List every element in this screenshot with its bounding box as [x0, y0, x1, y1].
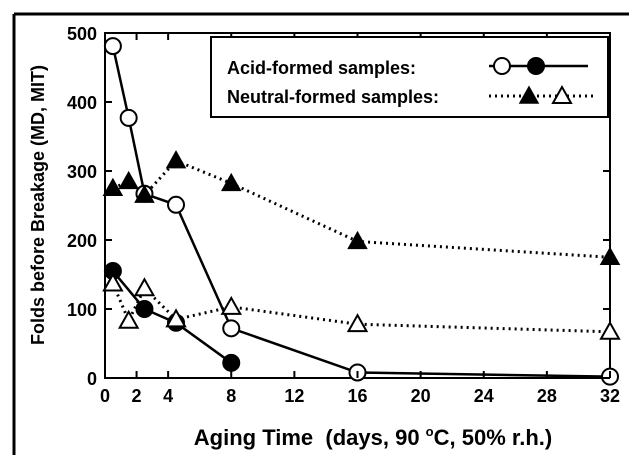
y-tick-label: 400	[67, 93, 97, 113]
x-axis-label-tail: C, 50% r.h.)	[434, 425, 553, 450]
y-tick-label: 100	[67, 300, 97, 320]
data-point-filled-triangle	[118, 170, 139, 190]
x-tick-label: 8	[226, 386, 236, 406]
data-point-filled-triangle	[102, 177, 124, 196]
legend-label-acid: Acid-formed samples:	[227, 58, 416, 78]
legend: Acid-formed samples: Neutral-formed samp…	[210, 36, 609, 118]
data-point-filled-circle	[222, 353, 241, 372]
data-point-open-circle	[222, 319, 241, 338]
data-point-open-circle	[119, 108, 138, 127]
data-point-open-circle	[103, 37, 122, 56]
x-tick-label: 32	[600, 386, 620, 406]
data-point-filled-triangle	[599, 246, 621, 265]
x-tick-label: 0	[100, 386, 110, 406]
legend-label-neutral: Neutral-formed samples:	[227, 87, 439, 107]
data-point-filled-triangle	[134, 184, 155, 203]
x-tick-label: 16	[347, 386, 367, 406]
y-tick-label: 0	[87, 369, 97, 389]
legend-marker-filled-triangle	[518, 85, 540, 104]
data-point-filled-triangle	[165, 150, 187, 169]
y-tick-label: 200	[67, 231, 97, 251]
data-point-filled-triangle	[220, 172, 242, 192]
legend-marker-open-triangle	[551, 84, 573, 104]
y-tick-label: 300	[67, 162, 97, 182]
data-point-filled-triangle	[347, 230, 368, 250]
x-tick-label: 28	[537, 386, 557, 406]
y-axis-label: Folds before Breakage (MD, MIT)	[28, 65, 48, 345]
legend-marker-open-circle	[493, 57, 511, 75]
x-tick-label: 24	[474, 386, 494, 406]
legend-box	[210, 36, 609, 118]
x-axis-label: Aging Time (days, 90 oC, 50% r.h.)	[194, 424, 552, 450]
data-point-open-circle	[167, 195, 186, 214]
x-axis-label-main: Aging Time (days, 90	[194, 425, 426, 450]
data-point-open-triangle	[102, 272, 124, 292]
legend-marker-filled-circle	[527, 57, 545, 75]
x-axis-label-sup: o	[426, 424, 434, 439]
data-point-open-triangle	[133, 277, 156, 297]
x-tick-label: 12	[284, 386, 304, 406]
data-point-open-triangle	[220, 295, 242, 315]
series-line-filled-circle	[111, 270, 233, 364]
x-tick-label: 4	[163, 386, 173, 406]
data-point-open-triangle	[165, 308, 187, 328]
data-point-open-triangle	[599, 320, 621, 340]
x-tick-label: 2	[132, 386, 142, 406]
data-point-open-triangle	[346, 313, 369, 333]
x-tick-label: 20	[411, 386, 431, 406]
y-tick-label: 500	[67, 24, 97, 44]
data-point-open-triangle	[117, 309, 140, 329]
data-point-filled-circle	[135, 300, 154, 318]
